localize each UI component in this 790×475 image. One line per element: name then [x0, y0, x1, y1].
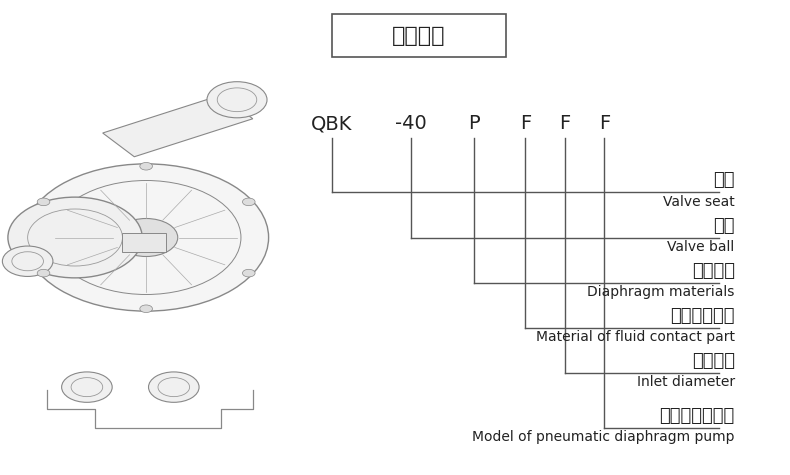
Circle shape [37, 198, 50, 206]
Text: 阀座: 阀座 [713, 171, 735, 190]
Text: Valve ball: Valve ball [668, 240, 735, 254]
Text: F: F [559, 114, 570, 133]
Text: F: F [599, 114, 610, 133]
Text: 型号说明: 型号说明 [392, 26, 446, 46]
Text: 阀球: 阀球 [713, 217, 735, 235]
Text: Inlet diameter: Inlet diameter [637, 375, 735, 389]
Polygon shape [103, 95, 253, 157]
Circle shape [8, 197, 142, 278]
Circle shape [24, 164, 269, 311]
Text: Material of fluid contact part: Material of fluid contact part [536, 330, 735, 344]
Text: 进料口径: 进料口径 [692, 352, 735, 370]
Circle shape [140, 162, 152, 170]
FancyBboxPatch shape [332, 14, 506, 57]
Text: -40: -40 [395, 114, 427, 133]
Circle shape [62, 372, 112, 402]
Text: Model of pneumatic diaphragm pump: Model of pneumatic diaphragm pump [472, 430, 735, 444]
Text: 过流部件材质: 过流部件材质 [670, 307, 735, 325]
Text: F: F [520, 114, 531, 133]
Circle shape [243, 269, 255, 277]
Circle shape [140, 305, 152, 313]
Text: 隔膜材质: 隔膜材质 [692, 262, 735, 280]
Circle shape [207, 82, 267, 118]
Circle shape [37, 269, 50, 277]
Text: QBK: QBK [311, 114, 352, 133]
Circle shape [2, 246, 53, 276]
Circle shape [243, 198, 255, 206]
Text: Valve seat: Valve seat [663, 195, 735, 209]
FancyBboxPatch shape [122, 233, 166, 252]
Circle shape [115, 218, 178, 256]
Text: Diaphragm materials: Diaphragm materials [587, 285, 735, 299]
Text: P: P [468, 114, 480, 133]
Circle shape [149, 372, 199, 402]
Text: 气动隔膜泵型号: 气动隔膜泵型号 [660, 407, 735, 425]
